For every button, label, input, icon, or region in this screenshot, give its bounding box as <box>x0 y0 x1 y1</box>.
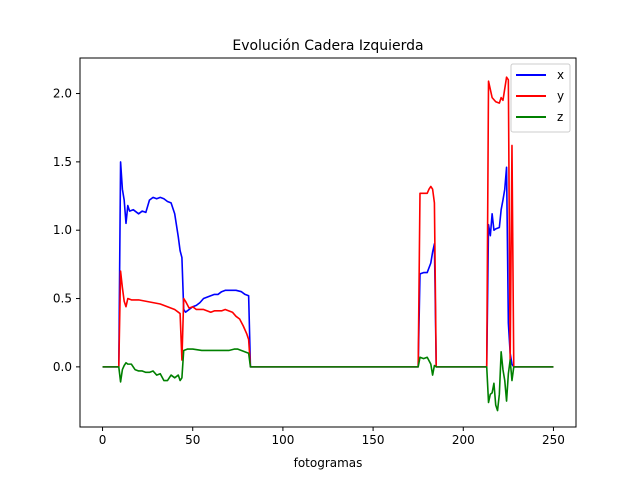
y-tick-label: 0.0 <box>53 360 72 374</box>
legend-label-z: z <box>557 110 563 124</box>
series-line-z <box>102 348 554 412</box>
x-tick-label: 100 <box>271 433 294 447</box>
legend-label-y: y <box>557 89 564 103</box>
x-tick-label: 150 <box>362 433 385 447</box>
y-tick-label: 0.5 <box>53 292 72 306</box>
x-tick-label: 0 <box>99 433 107 447</box>
series-line-x <box>102 161 554 368</box>
y-axis: 0.0 0.5 1.0 1.5 2.0 <box>53 87 80 374</box>
plot-lines <box>102 76 554 412</box>
x-tick-label: 250 <box>542 433 565 447</box>
y-tick-label: 2.0 <box>53 87 72 101</box>
legend: xyz <box>510 63 571 133</box>
legend-label-x: x <box>557 68 564 82</box>
x-tick-label: 50 <box>185 433 200 447</box>
x-tick-label: 200 <box>452 433 475 447</box>
x-axis-label: fotogramas <box>294 456 363 470</box>
y-tick-label: 1.0 <box>53 223 72 237</box>
x-axis: 0 50 100 150 200 250 <box>99 427 565 447</box>
series-line-y <box>102 76 554 368</box>
chart-title: Evolución Cadera Izquierda <box>232 38 423 54</box>
plot-frame <box>79 57 577 428</box>
legend-box <box>510 63 571 133</box>
y-tick-label: 1.5 <box>53 155 72 169</box>
